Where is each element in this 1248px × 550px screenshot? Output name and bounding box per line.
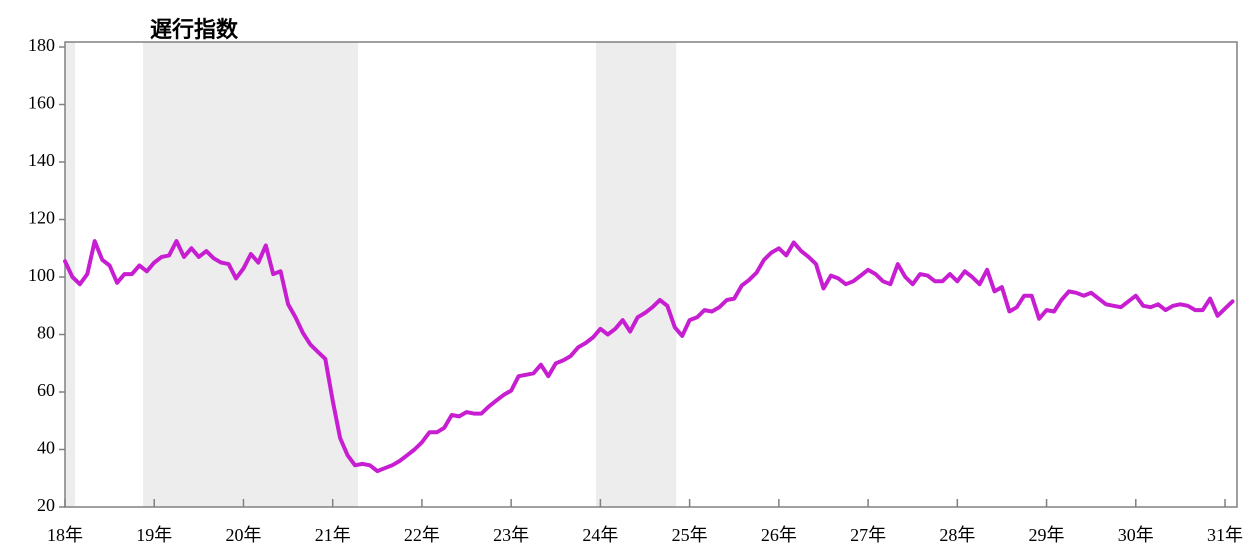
x-tick-label: 19年	[136, 525, 172, 545]
x-tick-label: 26年	[761, 525, 797, 545]
y-tick-label: 180	[28, 35, 55, 55]
shaded-region	[595, 42, 677, 507]
chart-title: 遅行指数	[150, 17, 239, 43]
x-tick-label: 24年	[582, 525, 618, 545]
x-tick-label: 31年	[1207, 525, 1243, 545]
x-tick-label: 23年	[493, 525, 529, 545]
y-tick-label: 20	[37, 495, 55, 515]
plot-frame	[64, 41, 1238, 508]
y-tick-label: 100	[28, 265, 55, 285]
x-tick-label: 18年	[47, 525, 83, 545]
x-tick-label: 20年	[225, 525, 261, 545]
y-tick-label: 140	[28, 150, 55, 170]
y-tick-label: 60	[37, 380, 55, 400]
y-tick-label: 160	[28, 93, 55, 113]
y-tick-label: 80	[37, 323, 55, 343]
x-tick-label: 22年	[404, 525, 440, 545]
y-tick-label: 120	[28, 208, 55, 228]
x-tick-label: 25年	[672, 525, 708, 545]
data-line	[63, 239, 1235, 474]
x-tick-label: 29年	[1029, 525, 1065, 545]
x-tick-label: 30年	[1118, 525, 1154, 545]
x-tick-label: 21年	[315, 525, 351, 545]
y-tick-label: 40	[37, 438, 55, 458]
x-tick-label: 28年	[939, 525, 975, 545]
shaded-region	[143, 42, 358, 507]
x-tick-label: 27年	[850, 525, 886, 545]
